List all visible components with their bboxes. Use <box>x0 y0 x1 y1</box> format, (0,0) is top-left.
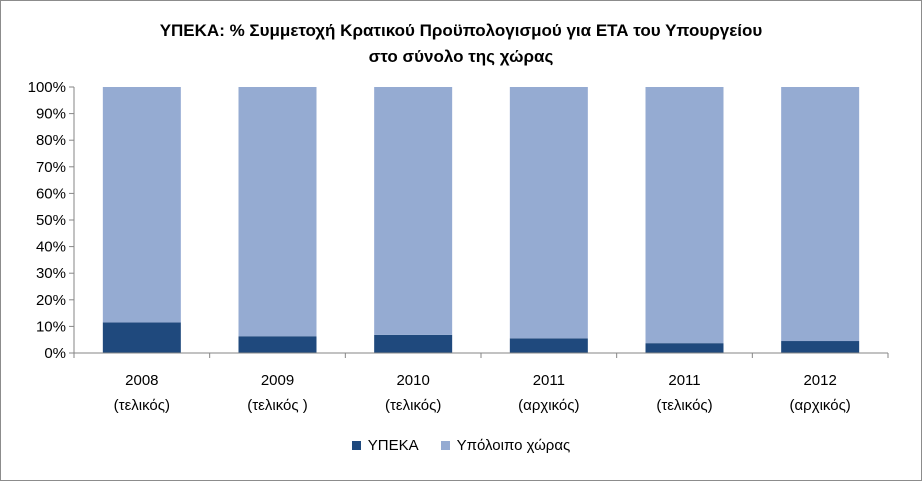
y-tick-label-0: 0% <box>44 345 66 362</box>
bar-rest-1 <box>238 87 317 337</box>
x-tick-label-year-2: 2010 <box>396 372 429 389</box>
bar-ypeka-1 <box>238 336 317 353</box>
legend-label-ypeka: ΥΠΕΚΑ <box>367 437 419 454</box>
x-tick-label-year-0: 2008 <box>125 372 158 389</box>
chart-title: ΥΠΕΚΑ: % Συμμετοχή Κρατικού Προϋπολογισμ… <box>0 18 922 70</box>
y-tick-label-6: 60% <box>36 185 66 202</box>
y-tick-label-1: 10% <box>36 318 66 335</box>
y-tick-label-8: 80% <box>36 132 66 149</box>
chart-title-line2: στο σύνολο της χώρας <box>368 47 554 66</box>
x-tick-label-type-5: (αρχικός) <box>790 397 851 414</box>
bar-rest-2 <box>374 87 453 335</box>
legend-item-rest: Υπόλοιπο χώρας <box>440 437 571 454</box>
y-tick-label-9: 90% <box>36 106 66 123</box>
bar-ypeka-2 <box>374 334 453 353</box>
bar-ypeka-0 <box>102 322 181 353</box>
x-tick-label-year-5: 2012 <box>803 372 836 389</box>
legend-label-rest: Υπόλοιπο χώρας <box>456 437 571 454</box>
legend: ΥΠΕΚΑ Υπόλοιπο χώρας <box>0 437 922 454</box>
x-tick-label-type-1: (τελικός ) <box>247 397 308 414</box>
x-tick-label-year-1: 2009 <box>261 372 294 389</box>
bar-rest-3 <box>509 87 588 339</box>
y-tick-label-5: 50% <box>36 212 66 229</box>
y-tick-label-4: 40% <box>36 239 66 256</box>
x-tick-label-type-3: (αρχικός) <box>518 397 579 414</box>
y-tick-label-7: 70% <box>36 159 66 176</box>
x-tick-label-type-0: (τελικός) <box>114 397 170 414</box>
chart-title-line1: ΥΠΕΚΑ: % Συμμετοχή Κρατικού Προϋπολογισμ… <box>159 21 763 40</box>
bar-ypeka-4 <box>645 343 724 353</box>
y-tick-label-3: 30% <box>36 265 66 282</box>
bar-rest-4 <box>645 87 724 344</box>
y-tick-label-2: 20% <box>36 292 66 309</box>
legend-item-ypeka: ΥΠΕΚΑ <box>351 437 419 454</box>
bar-rest-5 <box>781 87 860 342</box>
x-tick-label-type-2: (τελικός) <box>385 397 441 414</box>
legend-swatch-ypeka <box>351 441 361 450</box>
x-tick-label-type-4: (τελικός) <box>656 397 712 414</box>
x-tick-label-year-3: 2011 <box>533 372 565 389</box>
bar-ypeka-3 <box>509 338 588 353</box>
x-tick-label-year-4: 2011 <box>668 372 700 389</box>
bar-ypeka-5 <box>781 341 860 353</box>
legend-swatch-rest <box>440 441 450 450</box>
bar-rest-0 <box>102 87 181 323</box>
y-tick-label-10: 100% <box>28 79 66 96</box>
